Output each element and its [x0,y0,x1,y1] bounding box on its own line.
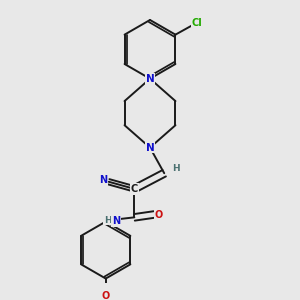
Text: H: H [104,216,111,225]
Text: O: O [154,209,163,220]
Text: C: C [131,184,138,194]
Text: N: N [112,216,120,226]
Text: H: H [172,164,179,173]
Text: N: N [99,175,107,185]
Text: N: N [146,142,154,153]
Text: O: O [102,291,110,300]
Text: Cl: Cl [192,18,203,28]
Text: N: N [146,74,154,84]
